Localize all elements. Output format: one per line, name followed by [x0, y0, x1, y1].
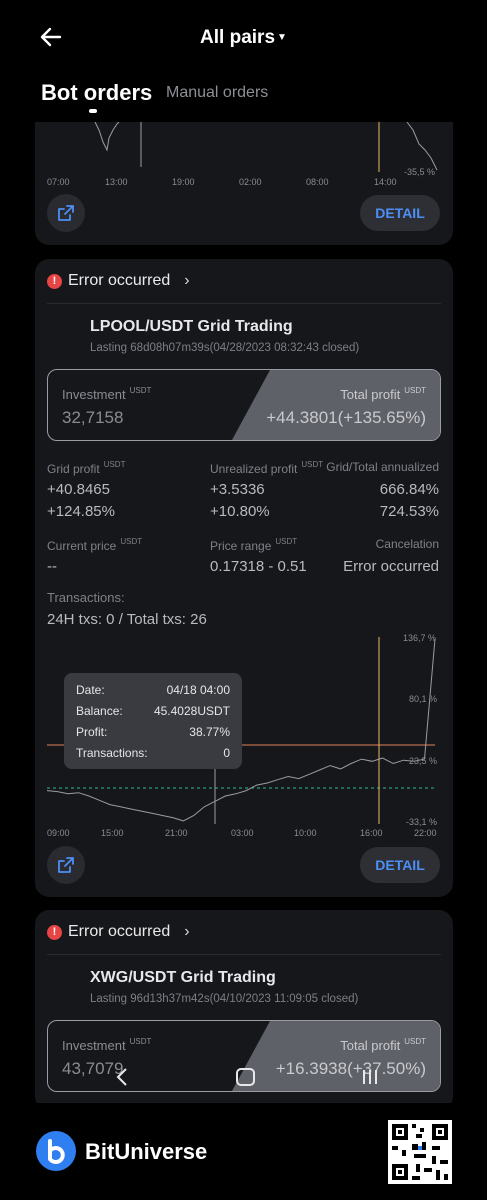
bot-card-xwg: ! Error occurred › XWG/USDT Grid Trading…	[35, 910, 453, 1110]
card1-y-tick: -35,5 %	[404, 167, 435, 177]
share-icon	[58, 205, 74, 221]
total-profit-label: Total profit USDT	[340, 1037, 426, 1053]
card1-x-tick: 07:00	[47, 177, 70, 187]
total-annualized-value: 724.53%	[379, 503, 439, 520]
system-nav-bar	[116, 1068, 377, 1086]
x-tick-label: 03:00	[231, 828, 254, 838]
chevron-right-icon: ›	[184, 923, 190, 940]
nav-home-icon[interactable]	[236, 1068, 255, 1086]
tooltip-row: Transactions: 0	[76, 746, 230, 760]
x-tick-label: 09:00	[47, 828, 70, 838]
error-status-text: Error occurred	[68, 272, 171, 289]
card1-chart: -35,5 % 07:00 13:00 19:00 02:00 08:00 14…	[47, 121, 438, 187]
current-price-label: Current price USDT	[47, 537, 143, 553]
cancelation-value: Error occurred	[343, 558, 439, 575]
pair-name: XWG/USDT Grid Trading	[90, 969, 276, 986]
total-profit-value: +44.3801(+135.65%)	[266, 408, 426, 427]
card1-x-ticks: 07:00 13:00 19:00 02:00 08:00 14:00	[47, 177, 397, 187]
total-profit-label: Total profit USDT	[340, 386, 426, 402]
y-tick-label: 23,5 %	[409, 756, 437, 766]
balance-series-line	[46, 638, 436, 822]
share-icon	[58, 857, 74, 873]
transactions-label: Transactions:	[47, 590, 125, 605]
profit-panel-bg	[232, 370, 440, 440]
card1-x-tick: 02:00	[239, 177, 262, 187]
app-header: All pairs ▼ Bot orders Manual orders	[0, 0, 487, 122]
investment-value: 43,7079	[62, 1059, 124, 1078]
annualized-label: Grid/Total annualized	[326, 460, 439, 474]
grid-profit-label: Grid profit USDT	[47, 460, 126, 476]
unrealized-profit-label: Unrealized profit USDT	[210, 460, 324, 476]
error-icon: !	[47, 273, 62, 289]
tab-manual-orders[interactable]: Manual orders	[166, 84, 269, 101]
back-arrow-icon[interactable]	[38, 24, 64, 50]
error-status-row[interactable]: ! Error occurred ›	[47, 922, 190, 942]
bot-card-lpool: ! Error occurred › LPOOL/USDT Grid Tradi…	[35, 259, 453, 897]
grid-annualized-value: 666.84%	[379, 481, 439, 498]
tooltip-row: Balance: 45.4028USDT	[76, 704, 230, 718]
error-icon: !	[47, 924, 62, 940]
cancelation-label: Cancelation	[375, 537, 439, 551]
investment-profit-box: Investment USDT 43,7079 Total profit USDT …	[47, 1020, 441, 1092]
bituniverse-logo-icon	[36, 1131, 76, 1171]
pair-name: LPOOL/USDT Grid Trading	[90, 318, 293, 335]
grid-profit-pct: +124.85%	[47, 503, 115, 520]
card1-x-tick: 14:00	[374, 177, 397, 187]
y-tick-label: 136,7 %	[403, 633, 436, 643]
x-tick-label: 22:00	[414, 828, 437, 838]
investment-label: Investment USDT	[62, 1037, 152, 1053]
chevron-right-icon: ›	[184, 272, 190, 289]
error-status-row[interactable]: ! Error occurred ›	[47, 271, 190, 291]
x-tick-label: 10:00	[294, 828, 317, 838]
investment-profit-box: Investment USDT 32,7158 Total profit USDT …	[47, 369, 441, 441]
tooltip-row: Profit: 38.77%	[76, 725, 230, 739]
investment-value: 32,7158	[62, 408, 124, 427]
card2-detail-button[interactable]: DETAIL	[360, 847, 440, 883]
card1-x-tick: 08:00	[306, 177, 329, 187]
x-tick-label: 16:00	[360, 828, 383, 838]
pair-selector[interactable]: All pairs ▼	[0, 27, 487, 49]
dropdown-caret-icon: ▼	[277, 32, 287, 43]
total-profit-value: +16.3938(+37.50%)	[275, 1059, 426, 1078]
profit-chart[interactable]: 136,7 % 80,1 % 23,5 % -33,1 % 09:00 15:0…	[35, 629, 453, 844]
page-title: All pairs	[200, 27, 276, 48]
price-range-label: Price range USDT	[210, 537, 298, 553]
error-status-text: Error occurred	[68, 923, 171, 940]
unrealized-profit-value: +3.5336	[210, 481, 265, 498]
bot-card-previous: -35,5 % 07:00 13:00 19:00 02:00 08:00 14…	[35, 100, 453, 245]
card1-x-tick: 19:00	[172, 177, 195, 187]
divider	[47, 954, 441, 955]
grid-profit-value: +40.8465	[47, 481, 110, 498]
qr-code-icon	[388, 1120, 452, 1184]
investment-label: Investment USDT	[62, 386, 152, 402]
chart-tooltip: Date: 04/18 04:00 Balance: 45.4028USDT Pro…	[64, 673, 242, 769]
nav-recents-icon[interactable]	[363, 1070, 377, 1084]
y-tick-label: 80,1 %	[409, 694, 437, 704]
y-tick-label: -33,1 %	[406, 817, 437, 827]
card1-x-tick: 13:00	[105, 177, 128, 187]
current-price-value: --	[47, 558, 57, 575]
unrealized-profit-pct: +10.80%	[210, 503, 270, 520]
price-range-value: 0.17318 - 0.51	[210, 558, 307, 575]
nav-back-icon[interactable]	[116, 1068, 127, 1086]
x-tick-label: 15:00	[101, 828, 124, 838]
card1-detail-button[interactable]: DETAIL	[360, 195, 440, 231]
lasting-duration: Lasting 68d08h07m39s(04/28/2023 08:32:43…	[90, 342, 360, 354]
transactions-value: 24H txs: 0 / Total txs: 26	[47, 611, 207, 628]
active-tab-indicator	[89, 109, 97, 113]
tooltip-row: Date: 04/18 04:00	[76, 683, 230, 697]
brand-name: BitUniverse	[85, 1139, 208, 1164]
tab-bot-orders[interactable]: Bot orders	[41, 80, 153, 105]
card1-share-button[interactable]	[47, 194, 85, 232]
lasting-duration: Lasting 96d13h37m42s(04/10/2023 11:09:05…	[90, 993, 359, 1005]
card2-share-button[interactable]	[47, 846, 85, 884]
divider	[47, 303, 441, 304]
x-tick-label: 21:00	[165, 828, 188, 838]
profit-panel-bg	[232, 1021, 440, 1091]
brand-footer: BitUniverse	[0, 1103, 487, 1200]
